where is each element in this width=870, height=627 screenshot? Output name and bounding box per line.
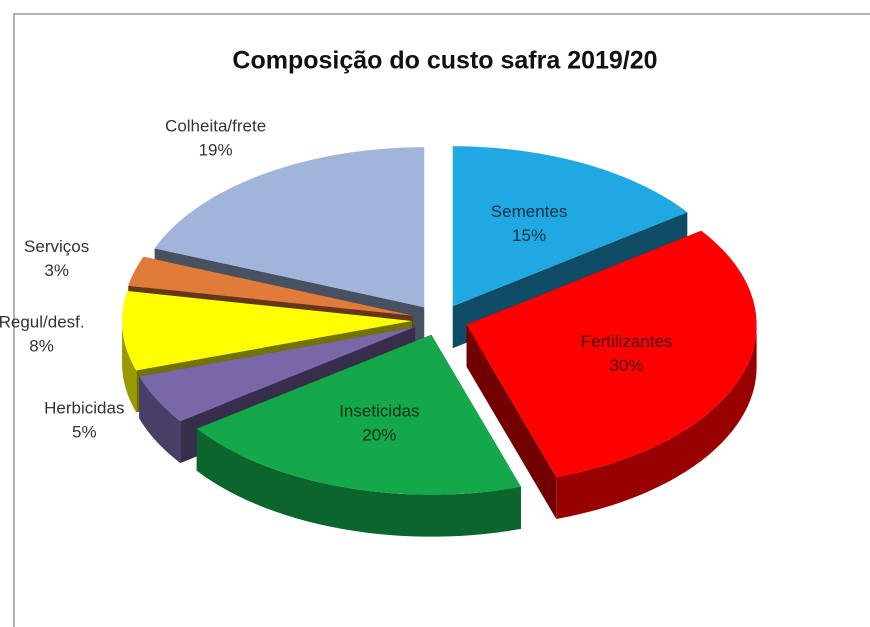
data-label-value: 3% (44, 261, 69, 280)
data-label-name: Colheita/frete (165, 116, 266, 135)
data-label-name: Serviços (24, 237, 89, 256)
data-label-value: 30% (610, 356, 644, 375)
slice-wall (556, 324, 757, 519)
slice-top (128, 256, 414, 316)
data-label-name: Regul/desf. (0, 312, 85, 331)
slice-top (139, 327, 416, 422)
slice-top (452, 146, 688, 307)
data-label-name: Inseticidas (339, 401, 419, 420)
data-label-value: 15% (512, 226, 546, 245)
data-label-name: Herbicidas (44, 398, 124, 417)
slice-wall (122, 320, 137, 413)
slice (196, 334, 521, 537)
data-label-value: 5% (72, 422, 97, 441)
data-label-value: 8% (29, 336, 54, 355)
slice-wall (196, 428, 521, 537)
slice-top (154, 147, 425, 308)
slice (466, 230, 757, 519)
data-label-value: 20% (362, 425, 396, 444)
slice-top (122, 290, 413, 371)
data-label-name: Fertilizantes (581, 332, 673, 351)
slice-wall (139, 376, 181, 464)
slice-top (466, 230, 757, 477)
data-label-value: 19% (199, 140, 233, 159)
slice-top (196, 334, 521, 495)
chart-title: Composição do custo safra 2019/20 (232, 47, 657, 75)
data-label-name: Sementes (491, 202, 568, 221)
slice-side (466, 324, 557, 519)
